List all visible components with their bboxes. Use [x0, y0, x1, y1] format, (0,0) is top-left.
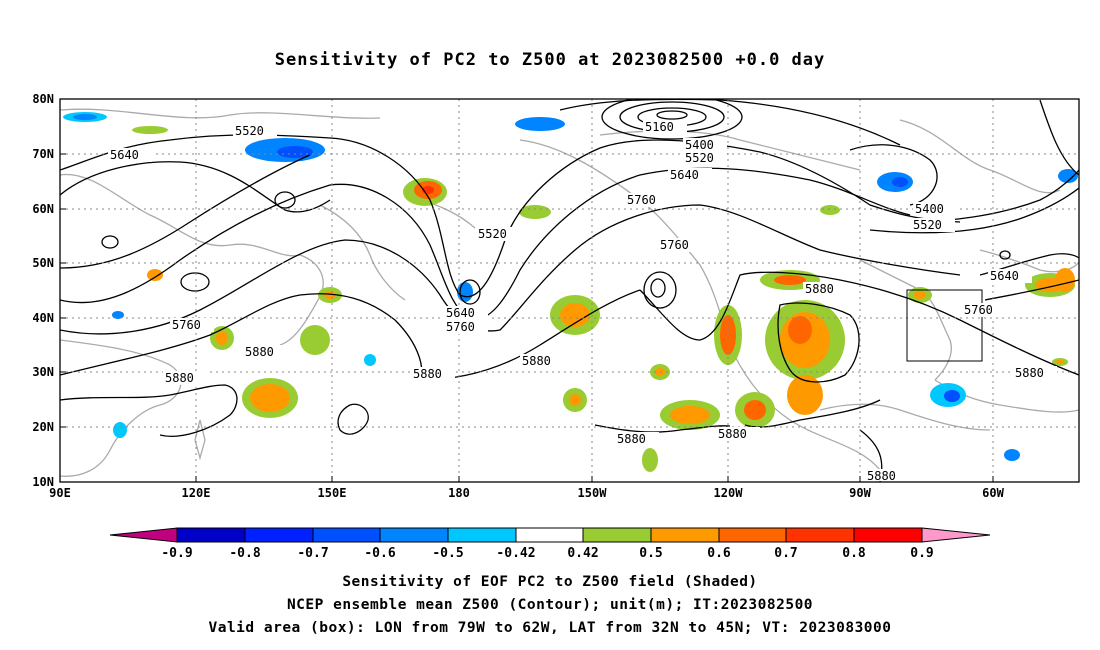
colorbar-cell: [582, 527, 652, 543]
colorbar-cell: [312, 527, 381, 543]
lon-label: 90W: [849, 486, 871, 500]
colorbar-tick: 0.8: [842, 546, 866, 561]
colorbar-tick: -0.42: [496, 546, 535, 561]
colorbar-tick: 0.5: [639, 546, 662, 561]
colorbar-tick: -0.6: [364, 546, 395, 561]
contour-label: 5880: [165, 371, 194, 385]
colorbar: [109, 527, 991, 543]
colorbar-cell: [853, 527, 923, 543]
colorbar-cell: [785, 527, 855, 543]
contour-label: 5760: [660, 238, 689, 252]
contour-label: 5520: [685, 151, 714, 165]
lat-label: 70N: [32, 147, 54, 161]
contour-label: 5880: [718, 427, 747, 441]
lon-label: 120E: [182, 486, 211, 500]
lat-label: 30N: [32, 365, 54, 379]
contour-labels: 5520 5640 5160 5400 5520 5640 5760 5520 …: [108, 120, 1057, 483]
colorbar-max-triangle: [921, 527, 991, 543]
colorbar-tick: -0.7: [297, 546, 328, 561]
lon-label: 60W: [982, 486, 1004, 500]
colorbar-cell: [176, 527, 246, 543]
lon-label: 180: [448, 486, 470, 500]
contour-label: 5640: [670, 168, 699, 182]
contour-label: 5520: [478, 227, 507, 241]
contour-label: 5640: [110, 148, 139, 162]
colorbar-min-triangle: [109, 527, 178, 543]
lon-label: 150E: [318, 486, 347, 500]
contour-label: 5880: [245, 345, 274, 359]
colorbar-tick: 0.9: [910, 546, 933, 561]
lat-label: 40N: [32, 311, 54, 325]
colorbar-tick: -0.9: [161, 546, 192, 561]
contour-label: 5760: [446, 320, 475, 334]
lat-labels: 80N 70N 60N 50N 40N 30N 20N 10N: [32, 92, 54, 489]
lat-label: 60N: [32, 202, 54, 216]
lat-label: 10N: [32, 475, 54, 489]
colorbar-tick: 0.42: [567, 546, 598, 561]
colorbar-cell: [447, 527, 517, 543]
contour-label: 5880: [413, 367, 442, 381]
colorbar-cell: [379, 527, 449, 543]
footer-line-2: NCEP ensemble mean Z500 (Contour); unit(…: [286, 597, 814, 613]
contour-label: 5400: [685, 138, 714, 152]
coastlines: [60, 108, 1079, 477]
contour-label: 5880: [617, 432, 646, 446]
lon-label: 90E: [49, 486, 71, 500]
colorbar-cell: [650, 527, 720, 543]
colorbar-tick: 0.7: [774, 546, 797, 561]
colorbar-cell: [244, 527, 314, 543]
colorbar-tick: -0.8: [229, 546, 260, 561]
contour-label: 5160: [645, 120, 674, 134]
lat-label: 80N: [32, 92, 54, 106]
contour-label: 5520: [913, 218, 942, 232]
colorbar-ticks: -0.9 -0.8 -0.7 -0.6 -0.5 -0.42 0.42 0.5 …: [161, 546, 933, 561]
colorbar-tick: 0.6: [707, 546, 731, 561]
contour-label: 5880: [867, 469, 896, 483]
contour-label: 5880: [1015, 366, 1044, 380]
footer-line-1: Sensitivity of EOF PC2 to Z500 field (Sh…: [342, 574, 758, 590]
contour-label: 5640: [990, 269, 1019, 283]
chart-title: Sensitivity of PC2 to Z500 at 2023082500…: [274, 50, 826, 70]
contour-label: 5640: [446, 306, 475, 320]
colorbar-tick: -0.5: [432, 546, 463, 561]
lat-lon-grid: [60, 99, 1079, 482]
contour-label: 5520: [235, 124, 264, 138]
lon-label: 120W: [714, 486, 744, 500]
lon-labels: 90E 120E 150E 180 150W 120W 90W 60W: [49, 486, 1004, 500]
map-frame: [59, 98, 1080, 483]
lon-label: 150W: [578, 486, 608, 500]
contour-label: 5400: [915, 202, 944, 216]
colorbar-cell: [718, 527, 787, 543]
contour-label: 5760: [172, 318, 201, 332]
axis-ticks: [60, 98, 994, 482]
contour-label: 5880: [522, 354, 551, 368]
footer-line-3: Valid area (box): LON from 79W to 62W, L…: [208, 620, 892, 636]
z500-contours: [60, 99, 1079, 482]
contour-label: 5760: [627, 193, 656, 207]
contour-label: 5760: [964, 303, 993, 317]
colorbar-cell: [515, 527, 584, 543]
contour-label: 5880: [805, 282, 834, 296]
lat-label: 50N: [32, 256, 54, 270]
lat-label: 20N: [32, 420, 54, 434]
valid-area-box: [906, 289, 983, 362]
